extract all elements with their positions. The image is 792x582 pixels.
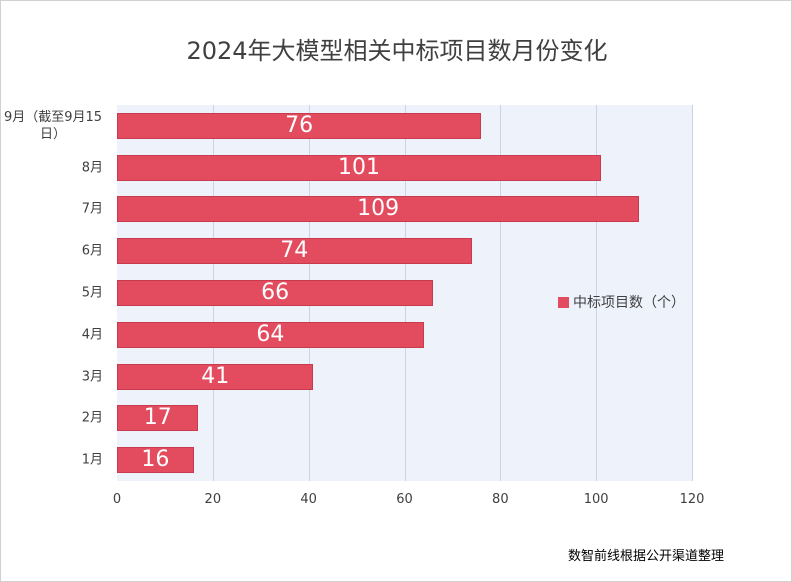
source-note: 数智前线根据公开渠道整理 <box>568 549 725 564</box>
data-label: 76 <box>285 112 314 138</box>
data-label: 17 <box>143 405 172 431</box>
data-label: 64 <box>256 321 285 347</box>
category-text: 6月 <box>81 243 103 259</box>
legend-label: 中标项目数（个） <box>573 295 685 311</box>
category-label: 7月 <box>1 201 103 218</box>
bar <box>117 196 640 223</box>
x-tick-label: 20 <box>204 492 222 507</box>
category-label: 2月 <box>1 410 103 427</box>
legend: 中标项目数（个） <box>558 292 685 312</box>
bar <box>117 280 434 306</box>
data-label: 66 <box>261 280 290 305</box>
category-text: 4月 <box>81 327 103 343</box>
legend-swatch <box>558 296 569 308</box>
bar <box>117 447 194 474</box>
x-tick-label: 60 <box>396 492 413 507</box>
x-tick-label: 100 <box>583 492 609 507</box>
gridline <box>596 105 598 481</box>
bar <box>117 405 199 432</box>
x-tick-label: 80 <box>492 492 509 507</box>
category-label: 6月 <box>1 243 103 260</box>
category-text: 9月（截至9月15日） <box>3 109 103 142</box>
plot-area: 76 101 109 74 66 64 41 17 16 <box>117 105 693 481</box>
data-label: 101 <box>337 154 380 180</box>
x-tick-label: 120 <box>679 492 705 507</box>
x-tick-label: 0 <box>112 492 122 507</box>
bar <box>117 363 314 390</box>
gridline <box>692 105 693 481</box>
category-label: 5月 <box>1 285 103 302</box>
data-label: 16 <box>141 447 170 473</box>
x-tick-label: 40 <box>300 492 317 507</box>
category-text: 5月 <box>81 285 103 301</box>
data-label: 109 <box>357 196 400 222</box>
gridline <box>500 105 502 481</box>
bar <box>117 238 472 265</box>
category-text: 1月 <box>81 452 103 468</box>
category-text: 3月 <box>81 369 103 385</box>
category-label: 8月 <box>1 159 103 176</box>
category-text: 7月 <box>81 201 103 217</box>
bar <box>117 154 601 181</box>
category-label: 9月（截至9月15日） <box>1 109 103 143</box>
category-label: 3月 <box>1 368 103 385</box>
data-label: 41 <box>201 363 230 389</box>
category-text: 8月 <box>81 160 103 176</box>
bar <box>117 321 424 348</box>
category-label: 4月 <box>1 326 103 343</box>
bar <box>117 112 482 139</box>
category-text: 2月 <box>81 410 103 426</box>
data-label: 74 <box>280 238 309 264</box>
chart-title: 2024年大模型相关中标项目数月份变化 <box>186 37 608 65</box>
category-label: 1月 <box>1 452 103 469</box>
